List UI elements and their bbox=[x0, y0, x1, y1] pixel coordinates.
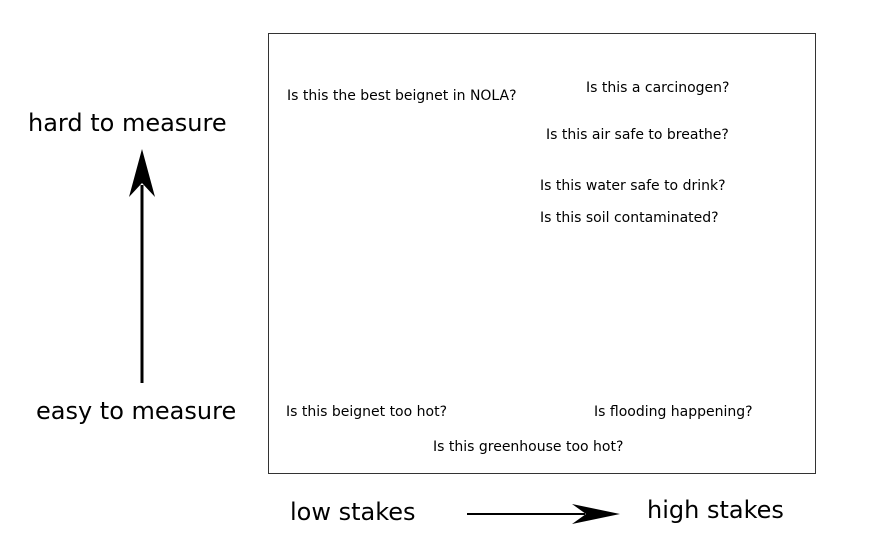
question-best-beignet: Is this the best beignet in NOLA? bbox=[287, 88, 517, 104]
quadrant-box: Is this the best beignet in NOLA? Is thi… bbox=[268, 33, 816, 474]
question-carcinogen: Is this a carcinogen? bbox=[586, 80, 730, 96]
y-axis-arrow bbox=[129, 149, 155, 383]
question-air-safe: Is this air safe to breathe? bbox=[546, 127, 729, 143]
x-axis-arrow bbox=[467, 504, 620, 524]
y-axis-top-label: hard to measure bbox=[28, 109, 227, 137]
question-soil-contaminated: Is this soil contaminated? bbox=[540, 210, 719, 226]
question-flooding: Is flooding happening? bbox=[594, 404, 753, 420]
question-greenhouse-too-hot: Is this greenhouse too hot? bbox=[433, 439, 624, 455]
question-water-safe: Is this water safe to drink? bbox=[540, 178, 726, 194]
x-axis-right-label: high stakes bbox=[647, 496, 784, 524]
x-axis-left-label: low stakes bbox=[290, 498, 416, 526]
question-beignet-too-hot: Is this beignet too hot? bbox=[286, 404, 447, 420]
y-axis-bottom-label: easy to measure bbox=[36, 397, 237, 425]
